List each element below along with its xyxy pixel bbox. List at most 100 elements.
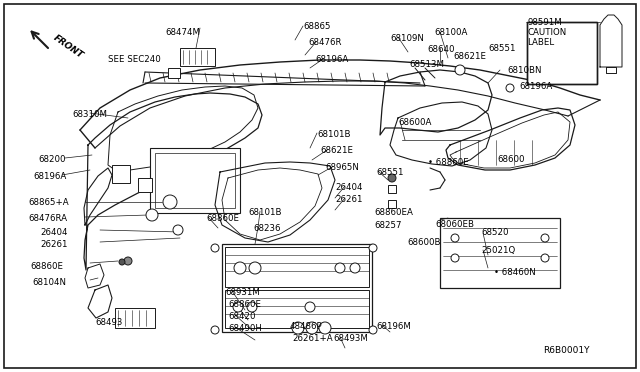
- Bar: [150, 148, 240, 213]
- Text: 68490H: 68490H: [228, 324, 262, 333]
- Text: 68865: 68865: [303, 22, 330, 31]
- Text: 68310M: 68310M: [72, 110, 107, 119]
- Text: 6810BN: 6810BN: [507, 66, 541, 75]
- Bar: [529, 58, 595, 63]
- Text: 26404: 26404: [335, 183, 362, 192]
- Text: 68600B: 68600B: [407, 238, 440, 247]
- Bar: [529, 65, 595, 70]
- Text: 68196A: 68196A: [315, 55, 348, 64]
- Bar: [168, 68, 180, 78]
- Bar: [388, 200, 396, 208]
- Bar: [440, 218, 560, 288]
- Text: 68860E: 68860E: [30, 262, 63, 271]
- Text: 98591M: 98591M: [527, 18, 562, 27]
- Text: CAUTION: CAUTION: [527, 28, 566, 37]
- Circle shape: [455, 65, 465, 75]
- Text: 68196M: 68196M: [376, 322, 411, 331]
- Text: 68621E: 68621E: [320, 146, 353, 155]
- Text: 68860E: 68860E: [206, 214, 239, 223]
- Circle shape: [369, 326, 377, 334]
- Circle shape: [319, 322, 331, 334]
- Text: 68640: 68640: [427, 45, 454, 54]
- Text: 68257: 68257: [374, 221, 401, 230]
- Bar: [527, 22, 597, 84]
- Circle shape: [451, 254, 459, 262]
- Bar: [527, 22, 597, 84]
- Text: 68551: 68551: [488, 44, 515, 53]
- Circle shape: [350, 263, 360, 273]
- Bar: [225, 290, 369, 328]
- Text: 26404: 26404: [40, 228, 67, 237]
- Circle shape: [335, 263, 345, 273]
- Text: 68931M: 68931M: [225, 288, 260, 297]
- Text: 68865+A: 68865+A: [28, 198, 68, 207]
- Bar: [115, 308, 155, 328]
- Circle shape: [292, 322, 304, 334]
- Bar: [155, 153, 235, 208]
- Text: 48486P: 48486P: [290, 322, 323, 331]
- Circle shape: [451, 234, 459, 242]
- Circle shape: [173, 225, 183, 235]
- Text: • 68460N: • 68460N: [494, 268, 536, 277]
- Bar: [529, 37, 595, 42]
- Text: 68965N: 68965N: [325, 163, 359, 172]
- Text: 68860EA: 68860EA: [374, 208, 413, 217]
- Text: SEE SEC240: SEE SEC240: [108, 55, 161, 64]
- Text: 68476RA: 68476RA: [28, 214, 67, 223]
- Text: 68493M: 68493M: [333, 334, 368, 343]
- Text: 68600: 68600: [497, 155, 525, 164]
- Text: 68060EB: 68060EB: [435, 220, 474, 229]
- Bar: [388, 185, 396, 193]
- Text: 68196A: 68196A: [519, 82, 552, 91]
- Bar: [529, 72, 595, 77]
- Bar: [529, 51, 595, 56]
- Circle shape: [369, 244, 377, 252]
- Text: 68551: 68551: [376, 168, 403, 177]
- Text: LABEL: LABEL: [527, 38, 554, 47]
- Text: FRONT: FRONT: [52, 33, 85, 60]
- Text: 68493: 68493: [95, 318, 122, 327]
- Circle shape: [541, 254, 549, 262]
- Circle shape: [247, 302, 257, 312]
- Text: 68101B: 68101B: [248, 208, 282, 217]
- Text: 68100A: 68100A: [434, 28, 467, 37]
- Circle shape: [211, 244, 219, 252]
- Text: 68196A: 68196A: [33, 172, 67, 181]
- Text: 26261: 26261: [335, 195, 362, 204]
- Text: 26261+A: 26261+A: [292, 334, 333, 343]
- Circle shape: [146, 209, 158, 221]
- Circle shape: [234, 262, 246, 274]
- Text: 68474M: 68474M: [165, 28, 200, 37]
- Bar: [222, 244, 372, 332]
- Circle shape: [541, 234, 549, 242]
- Text: 25021Q: 25021Q: [481, 246, 515, 255]
- Circle shape: [506, 84, 514, 92]
- Text: 68520: 68520: [481, 228, 509, 237]
- Bar: [529, 44, 595, 49]
- Bar: [112, 165, 130, 183]
- Text: 68200: 68200: [38, 155, 65, 164]
- Bar: [529, 30, 595, 35]
- Text: 68860E: 68860E: [228, 300, 261, 309]
- Circle shape: [306, 322, 318, 334]
- Circle shape: [163, 195, 177, 209]
- Text: 68104N: 68104N: [32, 278, 66, 287]
- Circle shape: [249, 262, 261, 274]
- Circle shape: [124, 257, 132, 265]
- Text: 68476R: 68476R: [308, 38, 342, 47]
- Text: 26261: 26261: [40, 240, 67, 249]
- Text: 68236: 68236: [253, 224, 280, 233]
- Text: 68513M: 68513M: [409, 60, 444, 69]
- Bar: [180, 48, 215, 66]
- Text: R6B0001Y: R6B0001Y: [543, 346, 589, 355]
- Circle shape: [233, 302, 243, 312]
- Text: 68109N: 68109N: [390, 34, 424, 43]
- Circle shape: [211, 326, 219, 334]
- Text: 68101B: 68101B: [317, 130, 351, 139]
- Circle shape: [305, 302, 315, 312]
- Text: 68621E: 68621E: [453, 52, 486, 61]
- Text: 68600A: 68600A: [398, 118, 431, 127]
- Circle shape: [119, 259, 125, 265]
- Bar: [225, 247, 369, 287]
- Bar: [138, 178, 152, 192]
